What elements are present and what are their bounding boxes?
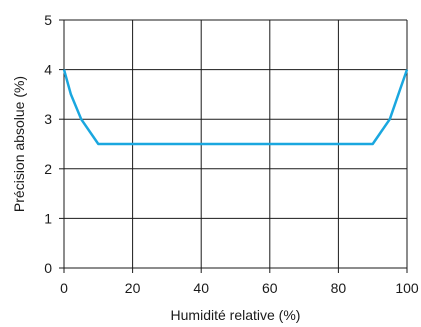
- x-tick-label: 40: [193, 280, 209, 296]
- grid: [64, 20, 407, 268]
- x-tick-label: 20: [125, 280, 141, 296]
- x-axis-title: Humidité relative (%): [171, 307, 301, 323]
- y-tick-label: 0: [44, 260, 52, 276]
- y-tick-label: 1: [44, 210, 52, 226]
- x-tick-label: 100: [395, 280, 419, 296]
- x-tick-label: 80: [331, 280, 347, 296]
- y-tick-label: 4: [44, 62, 52, 78]
- y-tick-label: 2: [44, 161, 52, 177]
- y-axis-ticks: 0 1 2 3 4 5: [44, 12, 64, 276]
- y-axis-title: Précision absolue (%): [11, 76, 27, 212]
- series-line: [62, 69, 409, 146]
- x-tick-label: 60: [262, 280, 278, 296]
- y-tick-label: 5: [44, 12, 52, 28]
- y-tick-label: 3: [44, 111, 52, 127]
- x-axis-ticks: 0 20 40 60 80 100: [60, 268, 419, 296]
- axes: [63, 19, 408, 269]
- x-tick-label: 0: [60, 280, 68, 296]
